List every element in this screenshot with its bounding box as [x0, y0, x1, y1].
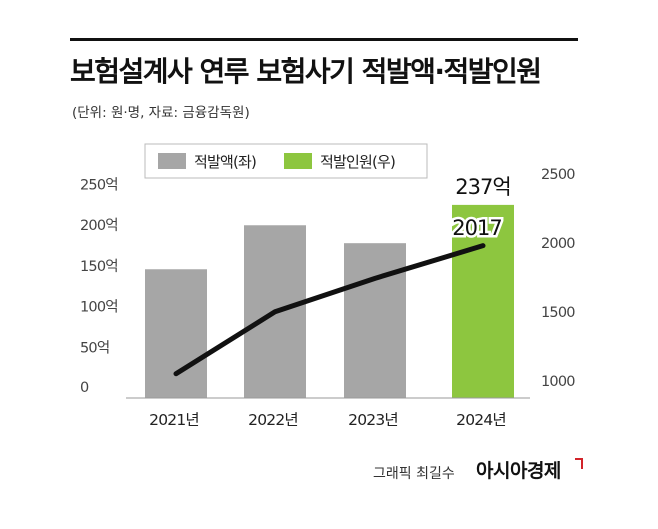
data-label-people-2024: 2017 [452, 216, 501, 240]
legend-label-amount: 적발액(좌) [194, 153, 256, 171]
left-axis-tick-label: 200억 [80, 217, 118, 234]
bar-2023년 [344, 243, 406, 398]
left-axis-tick-label: 0 [80, 380, 89, 396]
graphic-credit: 그래픽 최길수 [373, 466, 455, 482]
x-axis-tick-label: 2021년 [149, 411, 199, 429]
right-axis-tick-label: 1500 [541, 305, 575, 321]
data-label-amount-2024: 237억 [455, 175, 510, 199]
left-axis-tick-label: 100억 [80, 299, 118, 316]
x-axis-tick-label: 2023년 [348, 411, 398, 429]
x-axis-tick-label: 2024년 [456, 411, 506, 429]
chart-title: 보험설계사 연루 보험사기 적발액·적발인원 [70, 55, 542, 88]
left-axis-tick-label: 250억 [80, 176, 118, 193]
chart-subtitle: (단위: 원·명, 자료: 금융감독원) [72, 105, 250, 121]
brand-mark-icon [575, 458, 583, 469]
legend-swatch-people [284, 153, 312, 169]
right-axis-tick-label: 2000 [541, 236, 575, 252]
title-rule [70, 38, 578, 41]
legend-swatch-amount [158, 153, 186, 169]
x-axis-tick-label: 2022년 [248, 411, 298, 429]
legend-label-people: 적발인원(우) [320, 153, 395, 171]
right-axis-tick-label: 1000 [541, 374, 575, 390]
bar-2024년 [452, 204, 514, 398]
brand-logo: 아시아경제 [476, 460, 561, 482]
left-axis-tick-label: 150억 [80, 258, 118, 275]
left-axis-tick-label: 50억 [80, 339, 109, 356]
bar-2021년 [145, 269, 207, 398]
right-axis-tick-label: 2500 [541, 167, 575, 183]
line-series-people [173, 243, 486, 377]
